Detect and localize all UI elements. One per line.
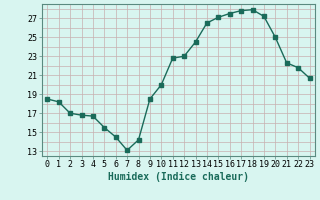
X-axis label: Humidex (Indice chaleur): Humidex (Indice chaleur) [108, 172, 249, 182]
